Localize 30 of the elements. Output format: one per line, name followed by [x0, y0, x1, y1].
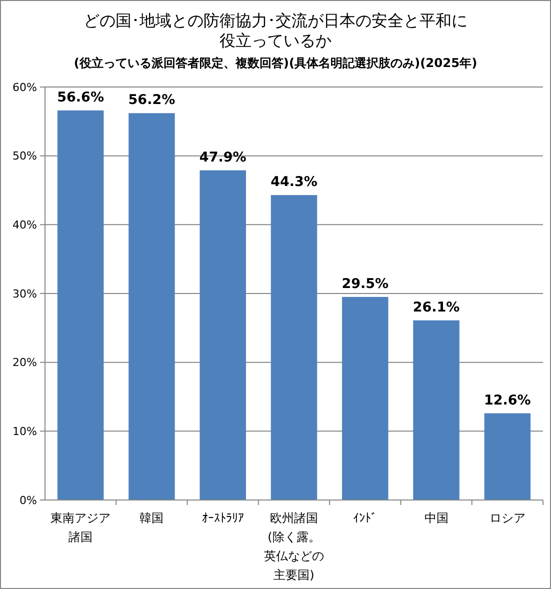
y-tick-label: 50% [12, 150, 37, 163]
data-label: 47.9% [199, 149, 247, 166]
data-label: 12.6% [484, 392, 532, 408]
y-tick-label: 60% [12, 80, 37, 94]
x-tick-label: 韓国 [140, 511, 164, 525]
bar [342, 296, 388, 500]
bar [200, 170, 246, 500]
bar [270, 195, 318, 500]
chart-title: どの国･地域との防衛協力･交流が日本の安全と平和に役立っているか [84, 11, 468, 50]
y-tick-label: 40% [12, 218, 37, 232]
x-tick-label: ｲﾝﾄﾞ [353, 511, 378, 525]
data-label: 26.1% [412, 299, 460, 316]
bar [57, 110, 104, 500]
data-label: 56.6% [57, 89, 104, 106]
y-tick-label: 20% [12, 356, 37, 370]
data-label: 29.5% [342, 276, 390, 292]
bar [484, 413, 531, 500]
x-tick-label: 欧州諸国(除く露。英仏などの主要国) [264, 511, 324, 582]
bar [413, 320, 460, 500]
x-tick-label: 中国 [424, 511, 448, 525]
x-tick-label: ロシア [489, 511, 526, 525]
chart-subtitle: (役立っている派回答者限定、複数回答)(具体名明記選択肢のみ)(2025年) [74, 56, 478, 70]
data-label: 44.3% [270, 174, 318, 190]
data-label: 56.2% [128, 92, 176, 108]
bar [128, 113, 175, 500]
y-tick-label: 10% [12, 425, 37, 438]
x-tick-label: 東南アジア諸国 [50, 511, 111, 544]
x-tick-label: ｵｰｽﾄﾗﾘｱ [202, 511, 244, 525]
y-tick-label: 30% [12, 287, 37, 300]
y-tick-label: 0% [20, 494, 37, 507]
